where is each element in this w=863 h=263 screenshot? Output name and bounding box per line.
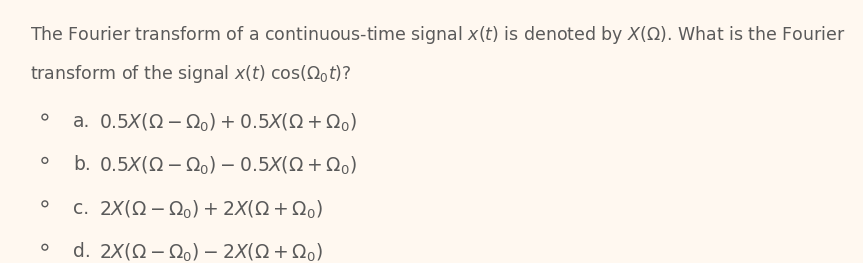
Text: d.: d. xyxy=(73,242,91,261)
Text: $2X(\Omega - \Omega_0) - 2X(\Omega + \Omega_0)$: $2X(\Omega - \Omega_0) - 2X(\Omega + \Om… xyxy=(99,242,323,263)
Text: $0.5X(\Omega - \Omega_0) - 0.5X(\Omega + \Omega_0)$: $0.5X(\Omega - \Omega_0) - 0.5X(\Omega +… xyxy=(99,155,357,178)
Text: c.: c. xyxy=(73,199,90,218)
Text: $2X(\Omega - \Omega_0) + 2X(\Omega + \Omega_0)$: $2X(\Omega - \Omega_0) + 2X(\Omega + \Om… xyxy=(99,199,323,221)
Text: $0.5X(\Omega - \Omega_0) + 0.5X(\Omega + \Omega_0)$: $0.5X(\Omega - \Omega_0) + 0.5X(\Omega +… xyxy=(99,112,357,134)
Text: The Fourier transform of a continuous-time signal $x(t)$ is denoted by $X(\Omega: The Fourier transform of a continuous-ti… xyxy=(30,24,846,46)
Text: transform of the signal $x(t)$ $\cos(\Omega_0 t)$?: transform of the signal $x(t)$ $\cos(\Om… xyxy=(30,63,352,85)
Text: a.: a. xyxy=(73,112,91,131)
Text: b.: b. xyxy=(73,155,91,174)
